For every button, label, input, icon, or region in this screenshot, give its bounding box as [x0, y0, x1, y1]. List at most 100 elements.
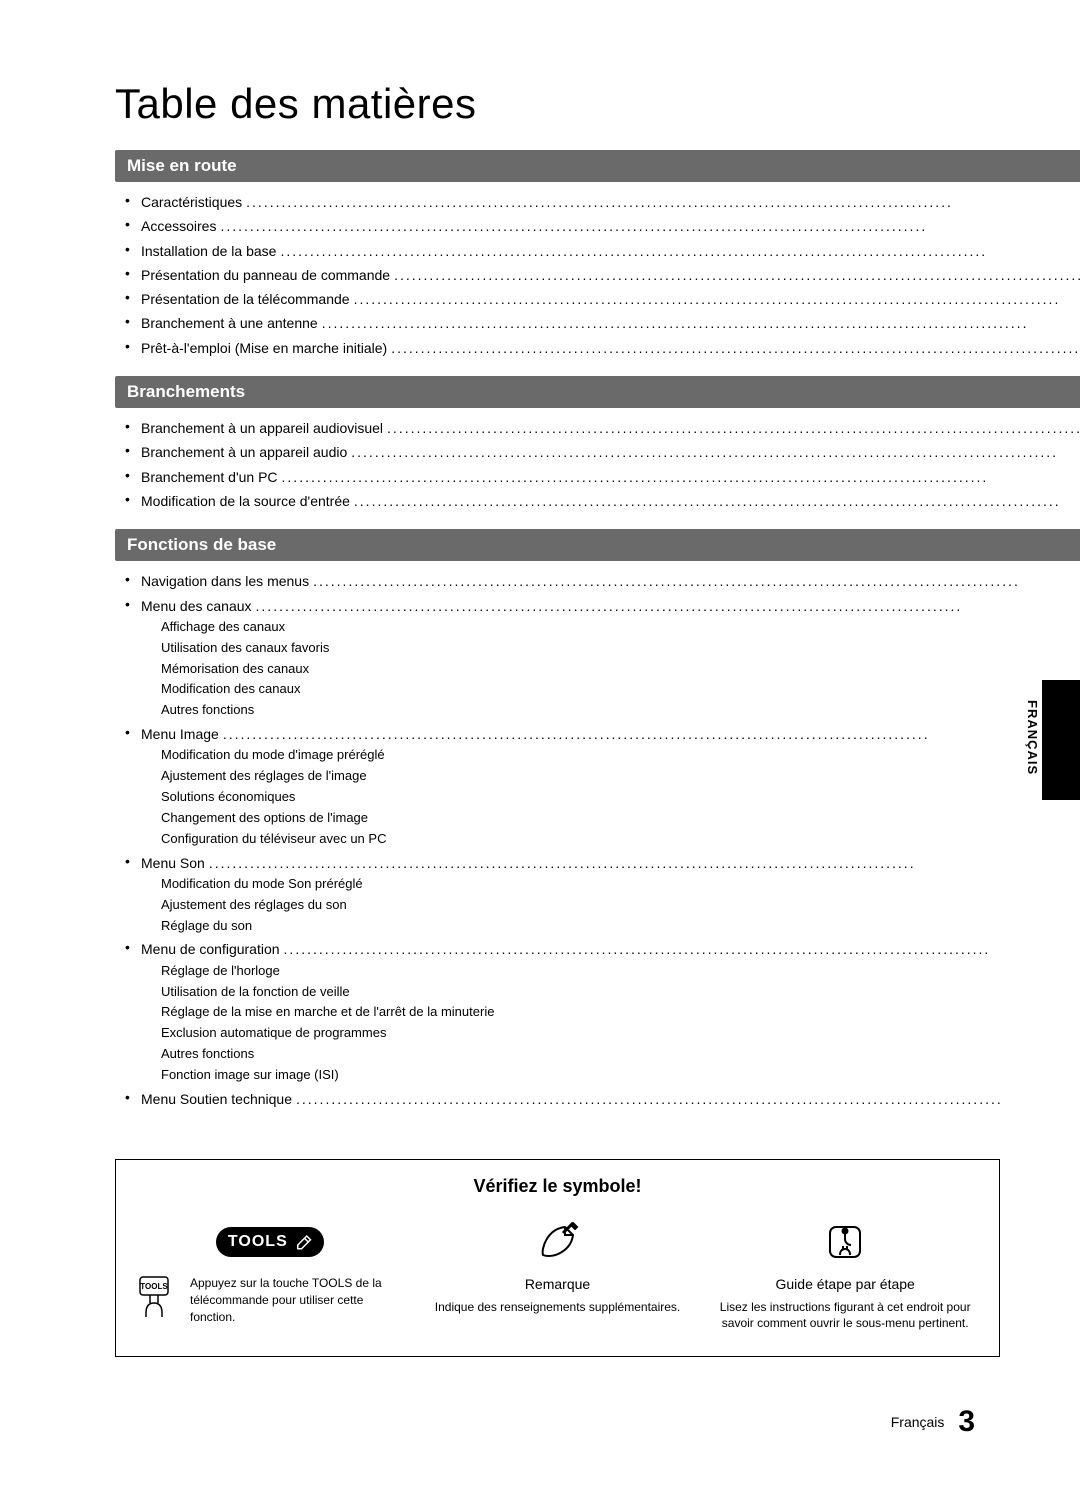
- toc-dots: [209, 853, 1080, 873]
- toc-row: Caractéristiques4: [141, 192, 1080, 212]
- page-title: Table des matières: [115, 80, 1000, 128]
- toc-label: Menu Son: [141, 853, 205, 873]
- toc-item: Branchement à une antenne9: [115, 313, 1080, 333]
- guide-icon-area: [711, 1215, 979, 1269]
- toc-item: Menu Soutien technique26: [115, 1089, 1080, 1109]
- toc-label: Accessoires: [141, 216, 216, 236]
- toc-label: Réglage du son: [161, 917, 252, 936]
- toc-label: Utilisation de la fonction de veille: [161, 983, 350, 1002]
- toc-subitem: Utilisation de la fonction de veille22: [161, 983, 1080, 1002]
- toc-subitem: Solutions économiques17: [161, 788, 1080, 807]
- tools-badge: TOOLS: [216, 1227, 324, 1257]
- toc-item: Modification de la source d'entrée14: [115, 491, 1080, 511]
- toc-dots: [313, 571, 1080, 591]
- toc-item: Navigation dans les menus14: [115, 571, 1080, 591]
- toc-subitem: Autres fonctions16: [161, 701, 1080, 720]
- toc-row: Installation de la base5: [141, 241, 1080, 261]
- toc-row: Présentation du panneau de commande6: [141, 265, 1080, 285]
- toc-label: Affichage des canaux: [161, 618, 285, 637]
- toc-item: Installation de la base5: [115, 241, 1080, 261]
- toc-label: Modification des canaux: [161, 680, 300, 699]
- toc-label: Fonction image sur image (ISI): [161, 1066, 339, 1085]
- toc-list: Navigation dans les menus14 Menu des cana…: [115, 571, 1080, 1109]
- toc-row: Menu de configuration22: [141, 939, 1080, 959]
- toc-label: Prêt-à-l'emploi (Mise en marche initiale…: [141, 338, 387, 358]
- toc-label: Exclusion automatique de programmes: [161, 1024, 386, 1043]
- toc-subitem: Changement des options de l'image18: [161, 809, 1080, 828]
- symbol-guide: Guide étape par étape Lisez les instruct…: [711, 1215, 979, 1332]
- toc-row: Branchement à un appareil audio11: [141, 442, 1080, 462]
- tools-badge-label: TOOLS: [228, 1231, 288, 1253]
- toc-sublist: Modification du mode Son préréglé21 Ajust…: [141, 875, 1080, 936]
- toc-list: Branchement à un appareil audiovisuel10B…: [115, 418, 1080, 511]
- toc-dots: [354, 289, 1080, 309]
- toc-dots: [394, 265, 1080, 285]
- toc-row: Prêt-à-l'emploi (Mise en marche initiale…: [141, 338, 1080, 358]
- toc-label: Ajustement des réglages de l'image: [161, 767, 367, 786]
- toc-row: Modification du mode d'image préréglé17: [161, 746, 1080, 765]
- toc-subitem: Modification du mode Son préréglé21: [161, 875, 1080, 894]
- toc-row: Branchement d'un PC12: [141, 467, 1080, 487]
- toc-row: Ajustement des réglages de l'image17: [161, 767, 1080, 786]
- footer-page-number: 3: [958, 1405, 975, 1438]
- note-icon: [535, 1219, 581, 1265]
- language-side-label: FRANÇAIS: [1025, 700, 1040, 775]
- toc-row: Mémorisation des canaux15: [161, 660, 1080, 679]
- section-heading: Branchements: [115, 376, 1080, 408]
- toc-label: Autres fonctions: [161, 1045, 254, 1064]
- toc-column: Mise en route Caractéristiques4 Accessoire…: [115, 150, 1080, 1113]
- toc-row: Modification des canaux16: [161, 680, 1080, 699]
- toc-label: Ajustement des réglages du son: [161, 896, 347, 915]
- toc-label: Solutions économiques: [161, 788, 295, 807]
- toc-subitem: Réglage de la mise en marche et de l'arr…: [161, 1003, 1080, 1022]
- toc-row: Branchement à une antenne9: [141, 313, 1080, 333]
- toc-columns: Mise en routeCaractéristiques4Accessoire…: [115, 150, 1000, 1113]
- toc-dots: [284, 939, 1080, 959]
- toc-row: Présentation de la télécommande7: [141, 289, 1080, 309]
- toc-dots: [387, 418, 1080, 438]
- toc-row: Fonction image sur image (ISI)26: [161, 1066, 1080, 1085]
- toc-label: Mémorisation des canaux: [161, 660, 309, 679]
- toc-item: Menu des canaux15Affichage des canaux15U…: [115, 596, 1080, 721]
- toc-subitem: Mémorisation des canaux15: [161, 660, 1080, 679]
- toc-subitem: Affichage des canaux15: [161, 618, 1080, 637]
- toc-subitem: Utilisation des canaux favoris15: [161, 639, 1080, 658]
- toc-dots: [282, 467, 1080, 487]
- toc-row: Menu Soutien technique26: [141, 1089, 1080, 1109]
- toc-dots: [296, 1089, 1080, 1109]
- toc-label: Configuration du téléviseur avec un PC: [161, 830, 386, 849]
- tools-icon: [294, 1233, 312, 1251]
- toc-sublist: Modification du mode d'image préréglé17 A…: [141, 746, 1080, 848]
- note-heading: Remarque: [424, 1275, 692, 1295]
- toc-row: Menu Son21: [141, 853, 1080, 873]
- toc-label: Menu Image: [141, 724, 219, 744]
- toc-item: Accessoires4: [115, 216, 1080, 236]
- toc-item: Présentation de la télécommande7: [115, 289, 1080, 309]
- toc-subitem: Réglage de l'horloge22: [161, 962, 1080, 981]
- tools-badge-area: TOOLS: [136, 1215, 404, 1269]
- toc-sublist: Réglage de l'horloge22 Utilisation de la …: [141, 962, 1080, 1085]
- toc-row: Ajustement des réglages du son21: [161, 896, 1080, 915]
- toc-label: Utilisation des canaux favoris: [161, 639, 329, 658]
- section-heading: Mise en route: [115, 150, 1080, 182]
- toc-subitem: Ajustement des réglages de l'image17: [161, 767, 1080, 786]
- toc-label: Branchement à un appareil audiovisuel: [141, 418, 383, 438]
- guide-heading: Guide étape par étape: [711, 1275, 979, 1295]
- toc-subitem: Autres fonctions24: [161, 1045, 1080, 1064]
- toc-label: Modification de la source d'entrée: [141, 491, 350, 511]
- footer-language: Français: [891, 1414, 945, 1430]
- toc-label: Installation de la base: [141, 241, 276, 261]
- toc-dots: [223, 724, 1080, 744]
- toc-subitem: Ajustement des réglages du son21: [161, 896, 1080, 915]
- toc-subitem: Modification du mode d'image préréglé17: [161, 746, 1080, 765]
- remote-button-label: TOOLS: [140, 1282, 168, 1291]
- remote-button-icon: TOOLS: [136, 1275, 182, 1326]
- toc-row: Autres fonctions16: [161, 701, 1080, 720]
- toc-row: Exclusion automatique de programmes23: [161, 1024, 1080, 1043]
- symbol-tools: TOOLS TOOLS A: [136, 1215, 404, 1332]
- toc-dots: [256, 596, 1080, 616]
- toc-dots: [354, 491, 1080, 511]
- toc-label: Présentation du panneau de commande: [141, 265, 390, 285]
- toc-label: Branchement d'un PC: [141, 467, 278, 487]
- section-heading: Fonctions de base: [115, 529, 1080, 561]
